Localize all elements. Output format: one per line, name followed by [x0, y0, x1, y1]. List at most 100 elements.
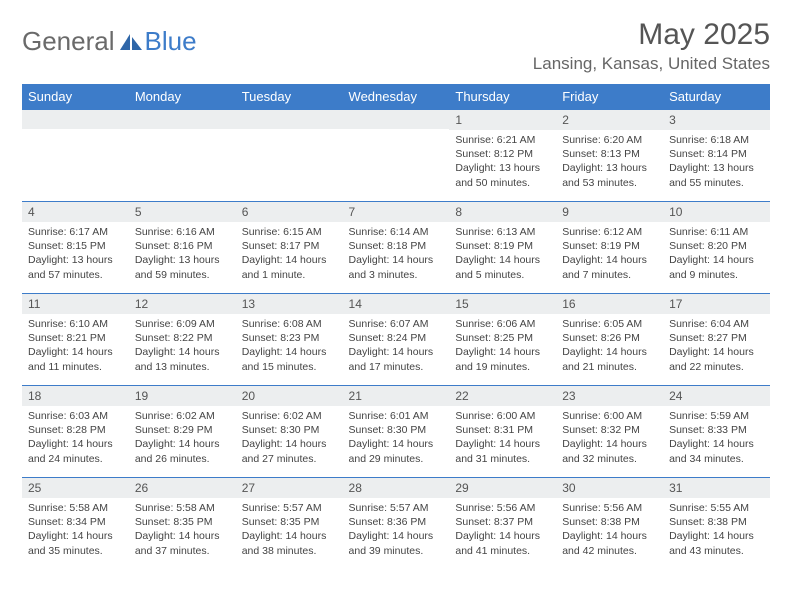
- daylight-text: Daylight: 14 hours and 35 minutes.: [28, 529, 123, 557]
- calendar-cell: 14Sunrise: 6:07 AMSunset: 8:24 PMDayligh…: [343, 294, 450, 386]
- calendar-cell: 11Sunrise: 6:10 AMSunset: 8:21 PMDayligh…: [22, 294, 129, 386]
- day-details: Sunrise: 6:03 AMSunset: 8:28 PMDaylight:…: [22, 406, 129, 469]
- day-details: Sunrise: 6:10 AMSunset: 8:21 PMDaylight:…: [22, 314, 129, 377]
- calendar-cell: 24Sunrise: 5:59 AMSunset: 8:33 PMDayligh…: [663, 386, 770, 478]
- day-number: 13: [236, 294, 343, 314]
- day-number: [22, 110, 129, 129]
- day-number: 20: [236, 386, 343, 406]
- day-details: Sunrise: 5:57 AMSunset: 8:35 PMDaylight:…: [236, 498, 343, 561]
- day-details: Sunrise: 6:08 AMSunset: 8:23 PMDaylight:…: [236, 314, 343, 377]
- day-number: 19: [129, 386, 236, 406]
- sunset-text: Sunset: 8:12 PM: [455, 147, 550, 161]
- sunset-text: Sunset: 8:14 PM: [669, 147, 764, 161]
- day-number: 28: [343, 478, 450, 498]
- day-details: Sunrise: 6:06 AMSunset: 8:25 PMDaylight:…: [449, 314, 556, 377]
- day-number: 14: [343, 294, 450, 314]
- sunrise-text: Sunrise: 6:09 AM: [135, 317, 230, 331]
- calendar-cell: 2Sunrise: 6:20 AMSunset: 8:13 PMDaylight…: [556, 110, 663, 202]
- sunset-text: Sunset: 8:15 PM: [28, 239, 123, 253]
- day-number: 26: [129, 478, 236, 498]
- brand-general: General: [22, 26, 115, 57]
- day-details: Sunrise: 6:00 AMSunset: 8:32 PMDaylight:…: [556, 406, 663, 469]
- daylight-text: Daylight: 14 hours and 19 minutes.: [455, 345, 550, 373]
- daylight-text: Daylight: 14 hours and 24 minutes.: [28, 437, 123, 465]
- sunset-text: Sunset: 8:36 PM: [349, 515, 444, 529]
- calendar-table: Sunday Monday Tuesday Wednesday Thursday…: [22, 84, 770, 570]
- sunrise-text: Sunrise: 6:08 AM: [242, 317, 337, 331]
- daylight-text: Daylight: 13 hours and 50 minutes.: [455, 161, 550, 189]
- sunrise-text: Sunrise: 6:17 AM: [28, 225, 123, 239]
- day-number: 6: [236, 202, 343, 222]
- day-number: 11: [22, 294, 129, 314]
- sunrise-text: Sunrise: 5:57 AM: [349, 501, 444, 515]
- daylight-text: Daylight: 14 hours and 1 minute.: [242, 253, 337, 281]
- calendar-cell: [129, 110, 236, 202]
- sunrise-text: Sunrise: 6:20 AM: [562, 133, 657, 147]
- weekday-header: Thursday: [449, 84, 556, 110]
- sunrise-text: Sunrise: 5:59 AM: [669, 409, 764, 423]
- calendar-row: 4Sunrise: 6:17 AMSunset: 8:15 PMDaylight…: [22, 202, 770, 294]
- calendar-cell: 23Sunrise: 6:00 AMSunset: 8:32 PMDayligh…: [556, 386, 663, 478]
- day-number: 30: [556, 478, 663, 498]
- sunrise-text: Sunrise: 6:00 AM: [562, 409, 657, 423]
- calendar-cell: 3Sunrise: 6:18 AMSunset: 8:14 PMDaylight…: [663, 110, 770, 202]
- day-details: Sunrise: 6:18 AMSunset: 8:14 PMDaylight:…: [663, 130, 770, 193]
- calendar-cell: 4Sunrise: 6:17 AMSunset: 8:15 PMDaylight…: [22, 202, 129, 294]
- day-number: 12: [129, 294, 236, 314]
- sunset-text: Sunset: 8:29 PM: [135, 423, 230, 437]
- sunset-text: Sunset: 8:20 PM: [669, 239, 764, 253]
- day-details: Sunrise: 6:16 AMSunset: 8:16 PMDaylight:…: [129, 222, 236, 285]
- weekday-header: Friday: [556, 84, 663, 110]
- calendar-cell: [343, 110, 450, 202]
- daylight-text: Daylight: 14 hours and 34 minutes.: [669, 437, 764, 465]
- sunset-text: Sunset: 8:30 PM: [242, 423, 337, 437]
- day-number: 15: [449, 294, 556, 314]
- daylight-text: Daylight: 13 hours and 59 minutes.: [135, 253, 230, 281]
- weekday-header: Wednesday: [343, 84, 450, 110]
- day-number: 27: [236, 478, 343, 498]
- sunset-text: Sunset: 8:16 PM: [135, 239, 230, 253]
- day-number: 16: [556, 294, 663, 314]
- sunset-text: Sunset: 8:38 PM: [669, 515, 764, 529]
- day-number: 9: [556, 202, 663, 222]
- calendar-cell: 16 Sunrise: 6:05 AMSunset: 8:26 PMDayligh…: [556, 294, 663, 386]
- daylight-text: Daylight: 13 hours and 55 minutes.: [669, 161, 764, 189]
- calendar-cell: 5Sunrise: 6:16 AMSunset: 8:16 PMDaylight…: [129, 202, 236, 294]
- day-details: Sunrise: 6:04 AMSunset: 8:27 PMDaylight:…: [663, 314, 770, 377]
- daylight-text: Daylight: 14 hours and 17 minutes.: [349, 345, 444, 373]
- day-number: [343, 110, 450, 129]
- day-number: 3: [663, 110, 770, 130]
- daylight-text: Daylight: 14 hours and 21 minutes.: [562, 345, 657, 373]
- sunset-text: Sunset: 8:34 PM: [28, 515, 123, 529]
- day-details: Sunrise: 6:12 AMSunset: 8:19 PMDaylight:…: [556, 222, 663, 285]
- day-number: 1: [449, 110, 556, 130]
- calendar-cell: 9Sunrise: 6:12 AMSunset: 8:19 PMDaylight…: [556, 202, 663, 294]
- calendar-cell: 7Sunrise: 6:14 AMSunset: 8:18 PMDaylight…: [343, 202, 450, 294]
- sail-icon: [119, 33, 143, 51]
- sunrise-text: Sunrise: 6:05 AM: [562, 317, 657, 331]
- daylight-text: Daylight: 14 hours and 11 minutes.: [28, 345, 123, 373]
- day-details: Sunrise: 6:02 AMSunset: 8:29 PMDaylight:…: [129, 406, 236, 469]
- sunset-text: Sunset: 8:33 PM: [669, 423, 764, 437]
- calendar-row: 18Sunrise: 6:03 AMSunset: 8:28 PMDayligh…: [22, 386, 770, 478]
- calendar-cell: 31Sunrise: 5:55 AMSunset: 8:38 PMDayligh…: [663, 478, 770, 570]
- sunrise-text: Sunrise: 6:13 AM: [455, 225, 550, 239]
- sunrise-text: Sunrise: 6:01 AM: [349, 409, 444, 423]
- sunrise-text: Sunrise: 6:12 AM: [562, 225, 657, 239]
- sunset-text: Sunset: 8:35 PM: [242, 515, 337, 529]
- calendar-cell: 19Sunrise: 6:02 AMSunset: 8:29 PMDayligh…: [129, 386, 236, 478]
- sunrise-text: Sunrise: 6:15 AM: [242, 225, 337, 239]
- day-details: Sunrise: 6:13 AMSunset: 8:19 PMDaylight:…: [449, 222, 556, 285]
- day-details: Sunrise: 6:11 AMSunset: 8:20 PMDaylight:…: [663, 222, 770, 285]
- daylight-text: Daylight: 13 hours and 57 minutes.: [28, 253, 123, 281]
- daylight-text: Daylight: 14 hours and 26 minutes.: [135, 437, 230, 465]
- day-number: 31: [663, 478, 770, 498]
- brand-blue: Blue: [145, 26, 197, 57]
- day-details: Sunrise: 5:58 AMSunset: 8:35 PMDaylight:…: [129, 498, 236, 561]
- sunset-text: Sunset: 8:26 PM: [562, 331, 657, 345]
- brand-logo: General Blue: [22, 18, 197, 57]
- sunset-text: Sunset: 8:37 PM: [455, 515, 550, 529]
- daylight-text: Daylight: 14 hours and 43 minutes.: [669, 529, 764, 557]
- day-number: 29: [449, 478, 556, 498]
- sunrise-text: Sunrise: 6:18 AM: [669, 133, 764, 147]
